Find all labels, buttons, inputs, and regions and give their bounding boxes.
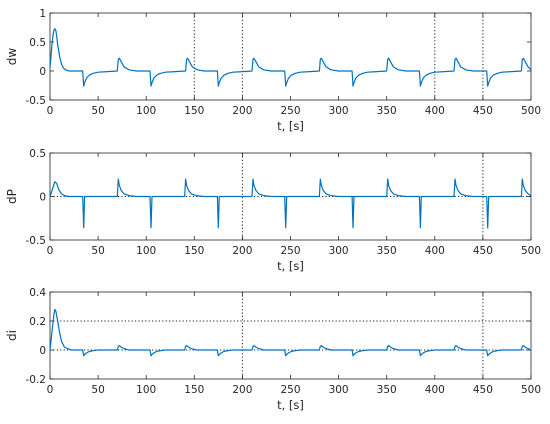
y-tick-label: 0.5 — [29, 148, 46, 160]
axes-box — [49, 291, 532, 380]
x-tick-label: 200 — [232, 105, 252, 117]
x-tick-label: 400 — [425, 384, 445, 396]
y-tick-label: 0 — [39, 66, 46, 78]
x-tick-label: 0 — [47, 384, 54, 396]
x-tick-label: 50 — [91, 105, 104, 117]
x-tick-label: 300 — [329, 384, 349, 396]
y-tick-label: -0.2 — [26, 374, 47, 386]
x-tick-label: 300 — [329, 105, 349, 117]
y-axis-label: di — [5, 330, 19, 341]
x-tick-label: 150 — [184, 105, 204, 117]
y-tick-label: 0.2 — [29, 316, 46, 328]
y-axis-label: dP — [5, 189, 19, 204]
axes-box — [49, 12, 532, 101]
x-tick-label: 500 — [521, 105, 541, 117]
x-axis-label: t, [s] — [277, 259, 304, 273]
y-tick-label: 0.5 — [29, 37, 46, 49]
x-tick-label: 150 — [184, 245, 204, 257]
y-tick-label: -0.5 — [26, 235, 47, 247]
x-tick-label: 50 — [91, 384, 104, 396]
x-tick-label: 100 — [136, 384, 156, 396]
series-line-0 — [49, 308, 532, 357]
x-tick-label: 350 — [377, 245, 397, 257]
series-line-0 — [49, 28, 532, 87]
x-tick-label: 50 — [91, 245, 104, 257]
x-tick-label: 300 — [329, 245, 349, 257]
x-tick-label: 250 — [280, 384, 300, 396]
y-tick-label: 0 — [39, 192, 46, 204]
x-tick-label: 250 — [280, 245, 300, 257]
x-tick-label: 250 — [280, 105, 300, 117]
x-tick-label: 400 — [425, 105, 445, 117]
x-tick-label: 500 — [521, 384, 541, 396]
x-tick-label: 150 — [184, 384, 204, 396]
y-tick-label: 1 — [39, 8, 46, 20]
x-tick-label: 400 — [425, 245, 445, 257]
y-tick-label: -0.5 — [26, 95, 47, 107]
y-axis-label: dw — [5, 48, 19, 66]
x-tick-label: 0 — [47, 245, 54, 257]
x-tick-label: 450 — [473, 384, 493, 396]
x-tick-label: 100 — [136, 245, 156, 257]
subplot-0: 0 50 100 150 200 250 300 350 400 450 500-0.500.51t… — [5, 8, 541, 133]
subplot-1: 0 50 100 150 200 250 300 350 400 450 500-0.500.5t,… — [5, 148, 541, 273]
x-tick-label: 0 — [47, 105, 54, 117]
y-tick-label: 0.4 — [29, 287, 46, 299]
y-tick-label: 0 — [39, 345, 46, 357]
x-tick-label: 350 — [377, 384, 397, 396]
x-tick-label: 500 — [521, 245, 541, 257]
subplot-2: 0 50 100 150 200 250 300 350 400 450 500-0.200.20.… — [5, 287, 541, 412]
x-axis-label: t, [s] — [277, 119, 304, 133]
x-axis-label: t, [s] — [277, 398, 304, 412]
x-tick-label: 450 — [473, 105, 493, 117]
x-tick-label: 350 — [377, 105, 397, 117]
x-tick-label: 100 — [136, 105, 156, 117]
series-line-0 — [49, 178, 532, 229]
x-tick-label: 450 — [473, 245, 493, 257]
x-tick-label: 200 — [232, 384, 252, 396]
x-tick-label: 200 — [232, 245, 252, 257]
